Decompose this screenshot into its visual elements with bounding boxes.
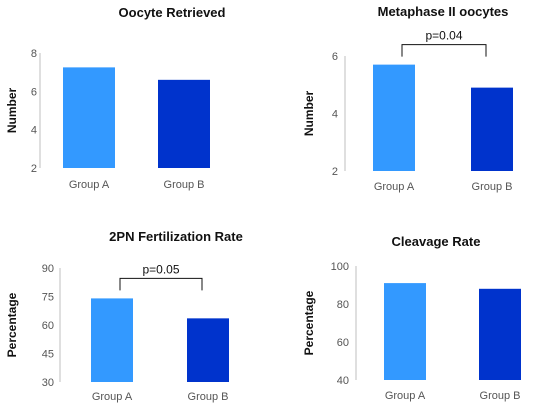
y-tick-label: 30 — [42, 377, 54, 389]
y-tick-label: 8 — [31, 48, 37, 60]
y-tick-label: 40 — [337, 375, 349, 387]
x-category-label: Group B — [164, 179, 205, 191]
y-tick-label: 100 — [331, 261, 349, 273]
y-tick-label: 2 — [31, 163, 37, 175]
y-tick-label: 6 — [332, 51, 338, 63]
x-category-label: Group B — [480, 390, 521, 402]
p-value-label: p=0.04 — [425, 29, 462, 43]
y-axis-label: Percentage — [302, 290, 316, 355]
x-category-label: Group A — [374, 181, 415, 193]
bar-group-a — [373, 64, 415, 171]
y-tick-label: 60 — [42, 320, 54, 332]
chart-title: Metaphase II oocytes — [378, 4, 509, 19]
x-category-label: Group B — [188, 391, 229, 403]
y-tick-label: 60 — [337, 337, 349, 349]
y-tick-label: 4 — [31, 125, 37, 137]
bar-group-a — [384, 283, 426, 380]
chart-title: Cleavage Rate — [392, 234, 481, 249]
x-category-label: Group A — [385, 390, 426, 402]
x-category-label: Group B — [472, 181, 513, 193]
chart-title: Oocyte Retrieved — [119, 5, 226, 20]
x-category-label: Group A — [69, 179, 110, 191]
y-tick-label: 80 — [337, 299, 349, 311]
significance-bracket — [401, 44, 487, 57]
y-axis-label: Percentage — [5, 292, 19, 357]
y-tick-label: 6 — [31, 86, 37, 98]
bar-group-a — [91, 298, 133, 382]
bar-group-b — [471, 87, 513, 171]
bar-group-b — [187, 318, 229, 382]
y-tick-label: 75 — [42, 292, 54, 304]
chart-panel-3: 2PN Fertilization Rate Percentage 30 45 60 75… — [5, 229, 243, 403]
chart-title: 2PN Fertilization Rate — [109, 229, 243, 244]
x-category-label: Group A — [92, 391, 133, 403]
bar-group-a — [63, 67, 115, 168]
y-tick-label: 90 — [42, 263, 54, 275]
bar-group-b — [158, 79, 210, 168]
y-tick-label: 4 — [332, 109, 338, 121]
y-axis-label: Number — [5, 88, 19, 134]
significance-bracket — [119, 277, 203, 291]
bar-group-b — [479, 288, 521, 380]
y-tick-label: 2 — [332, 166, 338, 178]
p-value-label: p=0.05 — [142, 262, 179, 276]
y-tick-label: 45 — [42, 349, 54, 361]
chart-panel-4: Cleavage Rate Percentage 40 60 80 100 Group A G… — [302, 234, 521, 402]
y-axis-label: Number — [302, 91, 316, 137]
chart-panel-2: Metaphase II oocytes Number 2 4 6 Group A Grou… — [302, 4, 513, 193]
chart-panel-1: Oocyte Retrieved Number 2 4 6 8 Group A Group B — [5, 5, 226, 191]
